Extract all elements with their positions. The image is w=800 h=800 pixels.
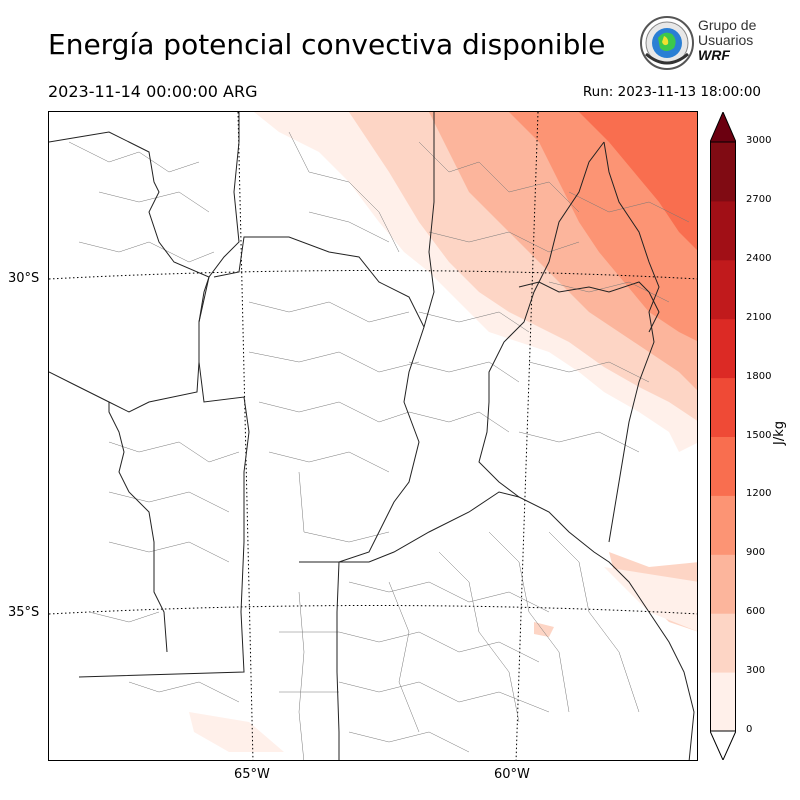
valid-time: 2023-11-14 00:00:00 ARG	[48, 82, 258, 101]
boundary-catamarca	[198, 112, 240, 323]
colorbar-segment-6	[710, 318, 736, 379]
cape-shading	[189, 112, 697, 752]
colorbar-units: J/kg	[772, 421, 787, 445]
colorbar-over-extension	[710, 112, 736, 143]
chart-title: Energía potencial convectiva disponible	[48, 28, 606, 61]
parallel-35s	[49, 605, 697, 615]
boundary-santafe-east	[478, 141, 605, 498]
meridian-65w	[237, 112, 254, 760]
lat-label-35s: 35°S	[8, 605, 40, 620]
cape-spot	[534, 622, 554, 637]
colorbar-segment-3	[710, 495, 736, 555]
boundary-buenosaires	[339, 491, 695, 760]
colorbar-tick-label: 1500	[746, 429, 772, 441]
colorbar-frame	[710, 141, 736, 732]
group-logo: Grupo de Usuarios WRF	[638, 14, 768, 74]
boundary-sanluis	[108, 402, 168, 653]
logo-line-2: Usuarios	[698, 32, 754, 48]
colorbar-segment-2	[710, 554, 736, 614]
cape-band-coast-light	[604, 567, 697, 632]
colorbar-tick-label: 2100	[746, 311, 772, 323]
lon-label-65w: 65°W	[234, 767, 270, 782]
cape-band-south	[189, 712, 284, 752]
lon-label-60w: 60°W	[494, 767, 530, 782]
cape-band-1200-1500	[579, 112, 697, 250]
colorbar-tick-label: 600	[746, 606, 766, 618]
boundary-lapampa	[336, 561, 340, 760]
colorbar-segment-0	[710, 672, 736, 732]
logo-line-1: Grupo de	[698, 17, 757, 33]
boundary-santafe	[423, 112, 435, 328]
map-svg	[49, 112, 697, 760]
meridian-60w	[515, 112, 539, 760]
colorbar-segment-9	[710, 142, 736, 202]
colorbar-segment-8	[710, 200, 736, 261]
boundary-corrientes	[518, 281, 660, 333]
boundary-cordoba-west	[78, 361, 250, 678]
lat-label-30s: 30°S	[8, 271, 40, 286]
colorbar-tick-label: 300	[746, 665, 766, 677]
run-time: Run: 2023-11-13 18:00:00	[582, 84, 761, 100]
colorbar-tick-label: 3000	[746, 135, 772, 146]
logo-line-3: WRF	[698, 47, 730, 63]
colorbar-tick-label: 1200	[746, 488, 772, 500]
globe-seal-icon	[640, 16, 694, 70]
colorbar-segment-5	[710, 377, 736, 437]
graticule	[49, 112, 697, 760]
colorbar-segment-1	[710, 613, 736, 673]
colorbar	[710, 112, 736, 760]
colorbar-tick-label: 2400	[746, 252, 772, 264]
colorbar-under-extension	[710, 730, 736, 760]
colorbar-tick-label: 2700	[746, 193, 772, 205]
colorbar-segment-7	[710, 259, 736, 320]
parallel-30s	[49, 270, 697, 280]
colorbar-tick-label: 900	[746, 547, 766, 559]
colorbar-segment-4	[710, 436, 736, 496]
colorbar-tick-label: 0	[746, 724, 753, 735]
boundary-entrerios	[603, 141, 660, 543]
colorbar-tick-label: 1800	[746, 370, 772, 382]
boundary-larioja	[213, 236, 425, 563]
map-panel[interactable]	[48, 111, 698, 761]
province-boundaries	[49, 112, 695, 760]
department-boundaries	[68, 131, 690, 760]
boundary-west	[49, 131, 210, 413]
